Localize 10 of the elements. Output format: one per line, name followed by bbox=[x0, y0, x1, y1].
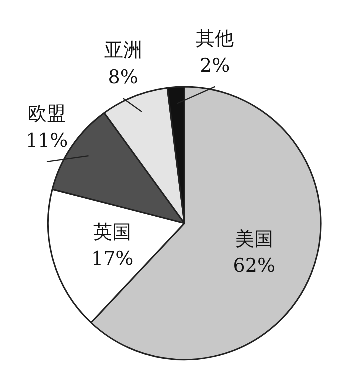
data-label: 11% bbox=[26, 130, 68, 152]
slice-label: 英国 bbox=[94, 221, 132, 244]
slice-label: 美国 bbox=[235, 228, 274, 250]
data-label: 8% bbox=[108, 66, 138, 88]
slice-label: 亚洲 bbox=[104, 40, 142, 62]
data-label: 17% bbox=[91, 248, 134, 270]
slice-label: 其他 bbox=[196, 28, 234, 50]
data-label: 2% bbox=[200, 54, 230, 77]
data-label: 62% bbox=[233, 255, 276, 278]
slice-label: 欧盟 bbox=[28, 102, 66, 125]
